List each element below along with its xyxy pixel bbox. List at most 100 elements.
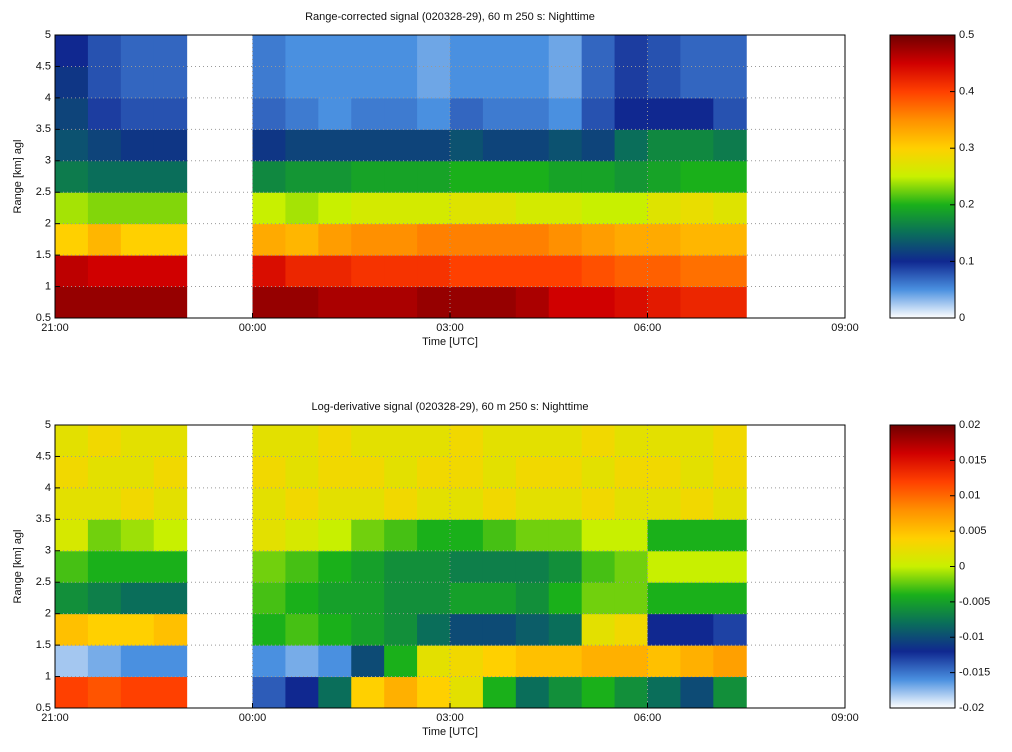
heatmap-cell bbox=[351, 645, 385, 678]
heatmap-cell bbox=[55, 129, 89, 162]
colorbar-tick-label: -0.005 bbox=[959, 596, 990, 608]
heatmap-cell bbox=[581, 613, 616, 646]
chart-title: Range-corrected signal (020328-29), 60 m… bbox=[305, 11, 595, 23]
heatmap-cell bbox=[417, 550, 451, 583]
heatmap-cell bbox=[614, 425, 648, 457]
colorbar-tick-label: 0.5 bbox=[959, 29, 974, 41]
y-tick-label: 4 bbox=[45, 92, 51, 104]
heatmap-cell bbox=[120, 255, 155, 288]
y-tick-label: 5 bbox=[45, 419, 51, 431]
heatmap-cell bbox=[55, 192, 89, 225]
heatmap-cell bbox=[252, 582, 286, 615]
colorbar-tick-label: 0.2 bbox=[959, 199, 974, 211]
heatmap-cell bbox=[153, 192, 188, 225]
heatmap-cell bbox=[55, 35, 89, 67]
y-tick-label: 3 bbox=[45, 545, 51, 557]
heatmap-cell bbox=[285, 35, 319, 67]
heatmap-cell bbox=[351, 223, 385, 256]
y-tick-label: 0.5 bbox=[36, 702, 51, 714]
heatmap-cell bbox=[680, 97, 714, 130]
heatmap-cell bbox=[87, 550, 122, 583]
heatmap-cell bbox=[450, 519, 484, 552]
heatmap-cell bbox=[417, 66, 451, 99]
heatmap-cell bbox=[285, 192, 319, 225]
heatmap-cell bbox=[614, 129, 648, 162]
heatmap-cell bbox=[614, 160, 648, 193]
heatmap-cell bbox=[581, 129, 616, 162]
y-tick-label: 1.5 bbox=[36, 249, 51, 261]
heatmap-cell bbox=[713, 425, 747, 457]
heatmap-cell bbox=[647, 192, 681, 225]
heatmap-cell bbox=[417, 286, 451, 319]
heatmap-cell bbox=[548, 519, 583, 552]
heatmap-cell bbox=[417, 192, 451, 225]
heatmap-cell bbox=[515, 645, 550, 678]
heatmap-cell bbox=[450, 676, 484, 709]
heatmap-cell bbox=[713, 97, 747, 130]
heatmap-cell bbox=[285, 487, 319, 520]
heatmap-cell bbox=[515, 286, 550, 319]
heatmap-cell bbox=[384, 519, 418, 552]
heatmap-cell bbox=[87, 286, 122, 319]
heatmap-cell bbox=[285, 425, 319, 457]
heatmap-cell bbox=[713, 192, 747, 225]
heatmap-cell bbox=[482, 425, 517, 457]
heatmap-cell bbox=[548, 97, 583, 130]
heatmap-cell bbox=[351, 255, 385, 288]
heatmap-cell bbox=[55, 613, 89, 646]
heatmap-cell bbox=[153, 425, 188, 457]
heatmap-cell bbox=[482, 582, 517, 615]
heatmap-cell bbox=[647, 223, 681, 256]
heatmap-cell bbox=[647, 255, 681, 288]
heatmap-cell bbox=[252, 192, 286, 225]
heatmap-cell bbox=[515, 97, 550, 130]
heatmap-cell bbox=[285, 519, 319, 552]
heatmap-cell bbox=[614, 192, 648, 225]
heatmap-cell bbox=[450, 66, 484, 99]
heatmap-cell bbox=[153, 66, 188, 99]
heatmap-cell bbox=[55, 255, 89, 288]
chart-title: Log-derivative signal (020328-29), 60 m … bbox=[312, 401, 589, 413]
heatmap-cell bbox=[120, 160, 155, 193]
heatmap-cell bbox=[482, 645, 517, 678]
heatmap-cell bbox=[252, 487, 286, 520]
heatmap-cell bbox=[482, 129, 517, 162]
heatmap-cell bbox=[417, 645, 451, 678]
heatmap-cell bbox=[614, 519, 648, 552]
heatmap-cell bbox=[120, 613, 155, 646]
heatmap-cell bbox=[55, 66, 89, 99]
heatmap-cell bbox=[55, 223, 89, 256]
heatmap-cell bbox=[482, 35, 517, 67]
heatmap-cell bbox=[351, 97, 385, 130]
heatmap-cell bbox=[153, 286, 188, 319]
y-axis-label: Range [km] agl bbox=[12, 140, 24, 214]
heatmap-cell bbox=[87, 676, 122, 709]
heatmap-cell bbox=[450, 582, 484, 615]
heatmap-cell bbox=[713, 66, 747, 99]
heatmap-cell bbox=[680, 160, 714, 193]
heatmap-cell bbox=[548, 456, 583, 489]
heatmap-cell bbox=[318, 456, 352, 489]
heatmap-cell bbox=[252, 97, 286, 130]
y-tick-label: 5 bbox=[45, 29, 51, 41]
heatmap-cell bbox=[318, 255, 352, 288]
heatmap-cell bbox=[515, 66, 550, 99]
heatmap-cell bbox=[647, 613, 681, 646]
heatmap-cell bbox=[548, 550, 583, 583]
heatmap-cell bbox=[713, 160, 747, 193]
heatmap-cell bbox=[318, 487, 352, 520]
y-tick-label: 2.5 bbox=[36, 576, 51, 588]
heatmap-cell bbox=[153, 255, 188, 288]
y-axis-label: Range [km] agl bbox=[12, 530, 24, 604]
heatmap-cell bbox=[482, 286, 517, 319]
heatmap-cell bbox=[318, 582, 352, 615]
heatmap-cell bbox=[351, 456, 385, 489]
heatmap-cell bbox=[450, 223, 484, 256]
heatmap-cell bbox=[450, 613, 484, 646]
heatmap-cell bbox=[87, 66, 122, 99]
heatmap-cell bbox=[351, 676, 385, 709]
y-tick-label: 3.5 bbox=[36, 123, 51, 135]
heatmap-cell bbox=[680, 613, 714, 646]
colorbar-tick-label: 0 bbox=[959, 312, 965, 324]
y-tick-label: 2.5 bbox=[36, 186, 51, 198]
